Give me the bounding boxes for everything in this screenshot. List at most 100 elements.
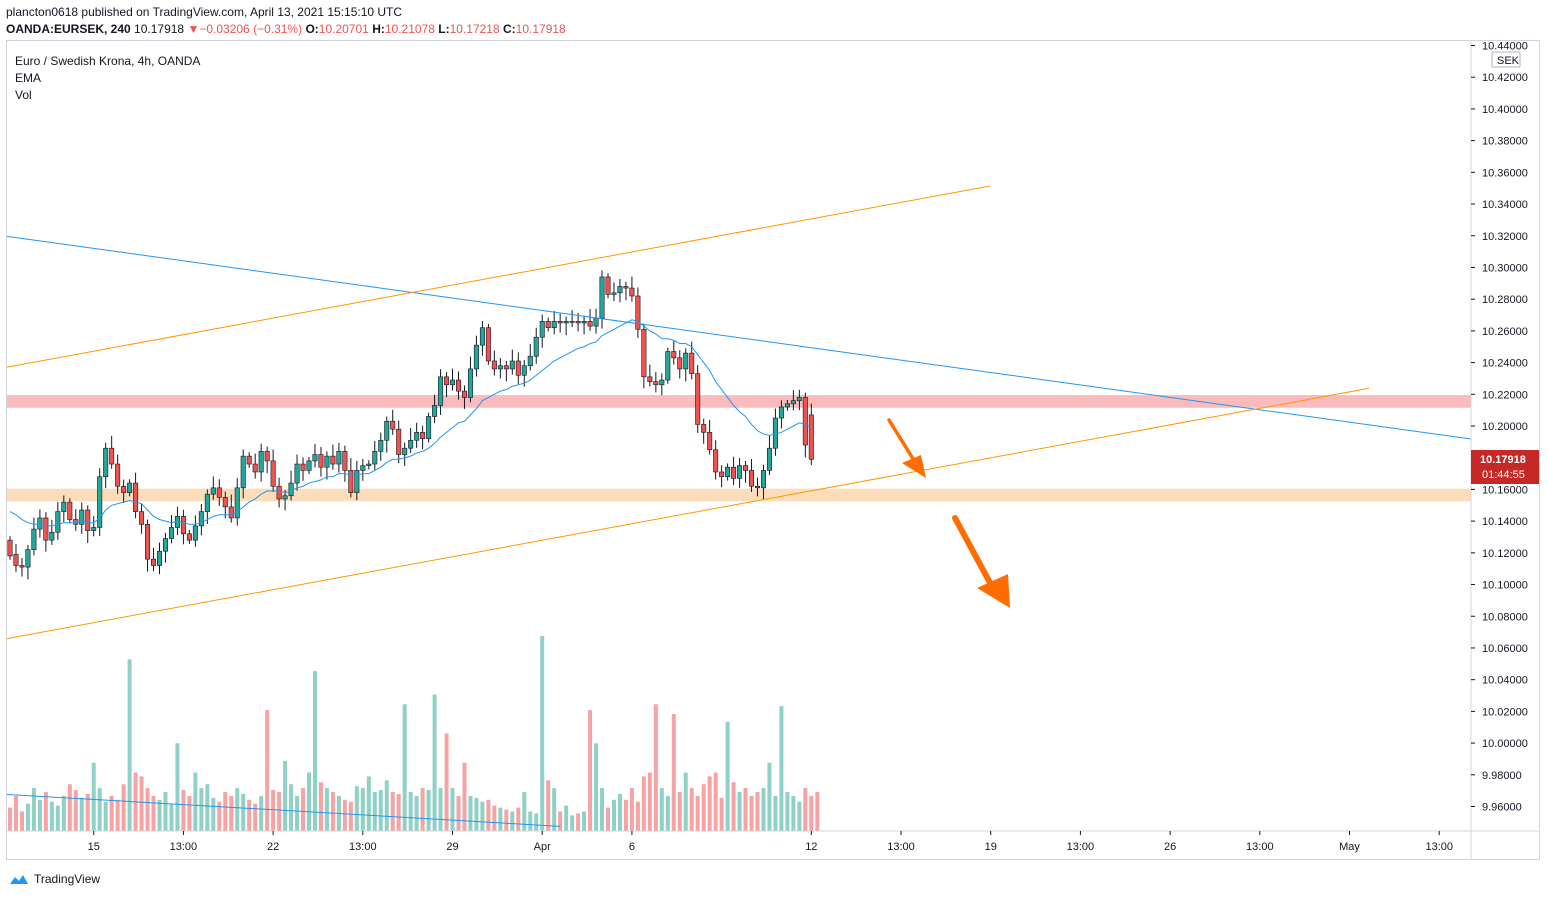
candle-body — [19, 565, 25, 568]
candle-body — [414, 432, 420, 441]
volume-bar — [67, 784, 72, 831]
volume-bar — [432, 694, 437, 831]
volume-bar — [743, 788, 748, 831]
volume-bar — [779, 706, 784, 831]
volume-bar — [301, 788, 306, 831]
volume-bar — [229, 795, 234, 831]
y-tick-label: 10.44000 — [1482, 41, 1528, 53]
candle-body — [766, 447, 772, 471]
volume-bar — [199, 788, 204, 831]
volume-bar — [43, 792, 48, 831]
volume-bar — [695, 795, 700, 831]
candle-body — [790, 400, 796, 405]
candle-body — [55, 511, 61, 533]
tradingview-logo-icon — [10, 875, 28, 884]
y-tick-label: 10.02000 — [1482, 706, 1528, 718]
legend-volume: Vol — [15, 88, 32, 102]
candle-body — [252, 463, 258, 473]
candle-body — [503, 365, 509, 370]
candle-body — [390, 420, 396, 430]
high-value: 10.21078 — [384, 22, 435, 36]
volume-bar — [564, 805, 569, 831]
x-tick-label: 13:00 — [1067, 841, 1095, 853]
volume-bar — [474, 797, 479, 831]
candle-body — [432, 405, 438, 417]
y-tick-label: 10.10000 — [1482, 580, 1528, 592]
price-badge-price: 10.17918 — [1480, 454, 1526, 466]
price-badge-countdown: 01:44:55 — [1482, 469, 1525, 481]
volume-bar — [701, 784, 706, 831]
x-tick-label: 13:00 — [1425, 841, 1453, 853]
chart-frame[interactable] — [6, 40, 1540, 860]
candle-body — [360, 465, 366, 471]
volume-bar — [307, 772, 311, 831]
candle-body — [647, 376, 653, 382]
candle-body — [13, 554, 19, 566]
candle-body — [545, 321, 551, 329]
volume-bar — [438, 788, 443, 831]
candle-body — [677, 357, 683, 370]
x-tick-label: 13:00 — [1246, 841, 1274, 853]
volume-bar — [641, 776, 646, 831]
volume-bar — [181, 790, 186, 831]
volume-bar — [647, 772, 652, 831]
y-tick-label: 9.96000 — [1482, 802, 1522, 814]
small-arrow-head — [902, 455, 926, 478]
candle-body — [216, 487, 222, 498]
candle-body — [689, 352, 695, 374]
candle-body — [145, 523, 151, 560]
candle-body — [593, 317, 599, 327]
volume-bar — [462, 762, 467, 831]
open-value: 10.20701 — [318, 22, 369, 36]
volume-bar — [396, 793, 401, 831]
candle-body — [485, 327, 491, 362]
candle-body — [312, 454, 318, 462]
candle-body — [192, 525, 198, 541]
volume-bar — [127, 659, 132, 831]
volume-bar — [809, 795, 814, 831]
candle-body — [282, 495, 288, 500]
candle-body — [719, 471, 725, 478]
volume-bar — [456, 795, 461, 831]
volume-bar — [366, 776, 371, 831]
low-value: 10.17218 — [449, 22, 500, 36]
candle-body — [467, 368, 473, 398]
candle-body — [79, 509, 85, 525]
candle-body — [743, 465, 749, 471]
candle-body — [605, 276, 611, 295]
candle-body — [396, 428, 402, 455]
candle-body — [366, 463, 372, 466]
candle-body — [479, 327, 485, 346]
candle-body — [671, 351, 677, 359]
volume-bar — [623, 799, 628, 831]
volume-bar — [635, 801, 640, 831]
candle-body — [121, 485, 127, 493]
volume-bar — [659, 788, 664, 831]
candle-body — [85, 509, 91, 531]
volume-bar — [73, 790, 78, 831]
support-zone — [7, 488, 1471, 502]
volume-bar — [707, 776, 712, 831]
candle-body — [402, 447, 408, 455]
volume-bar — [665, 795, 670, 831]
candle-body — [168, 527, 174, 539]
candle-body — [444, 376, 450, 386]
volume-bar — [683, 772, 688, 831]
high-label: H: — [372, 22, 385, 36]
candle-body — [784, 403, 790, 408]
volume-bar — [450, 788, 455, 831]
candle-body — [557, 321, 563, 324]
currency-tag-label: SEK — [1497, 55, 1520, 67]
candle-body — [629, 287, 635, 297]
volume-bar — [91, 762, 96, 831]
volume-bar — [354, 786, 359, 831]
y-tick-label: 10.24000 — [1482, 358, 1528, 370]
volume-bar — [486, 799, 491, 831]
volume-bar — [785, 792, 790, 831]
candle-body — [342, 451, 348, 471]
volume-bar — [330, 792, 335, 831]
volume-bar — [390, 792, 395, 831]
candle-body — [521, 365, 527, 376]
volume-bar — [719, 797, 724, 831]
